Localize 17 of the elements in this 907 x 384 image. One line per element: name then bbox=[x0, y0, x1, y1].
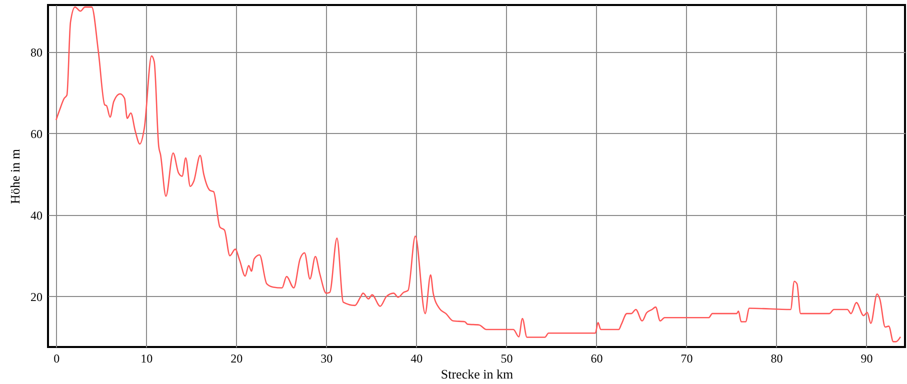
x-tick-label: 30 bbox=[320, 352, 333, 366]
y-tick-label: 40 bbox=[30, 208, 42, 222]
x-tick-label: 60 bbox=[590, 352, 603, 366]
x-axis-title: Strecke in km bbox=[440, 366, 514, 382]
x-tick-label: 40 bbox=[410, 352, 423, 366]
y-axis-title: Höhe in m bbox=[8, 149, 22, 204]
y-tick-label: 80 bbox=[30, 45, 42, 60]
x-tick-label: 90 bbox=[860, 352, 873, 366]
y-tick-label: 60 bbox=[30, 126, 42, 141]
y-tick-label: 20 bbox=[30, 290, 42, 304]
x-tick-label: 0 bbox=[54, 352, 60, 366]
x-tick-label: 10 bbox=[140, 352, 153, 366]
x-tick-label: 50 bbox=[500, 352, 513, 366]
x-tick-label: 80 bbox=[770, 352, 783, 366]
x-tick-label: 20 bbox=[230, 352, 243, 366]
x-tick-label: 70 bbox=[680, 352, 693, 366]
line-series bbox=[55, 6, 902, 342]
